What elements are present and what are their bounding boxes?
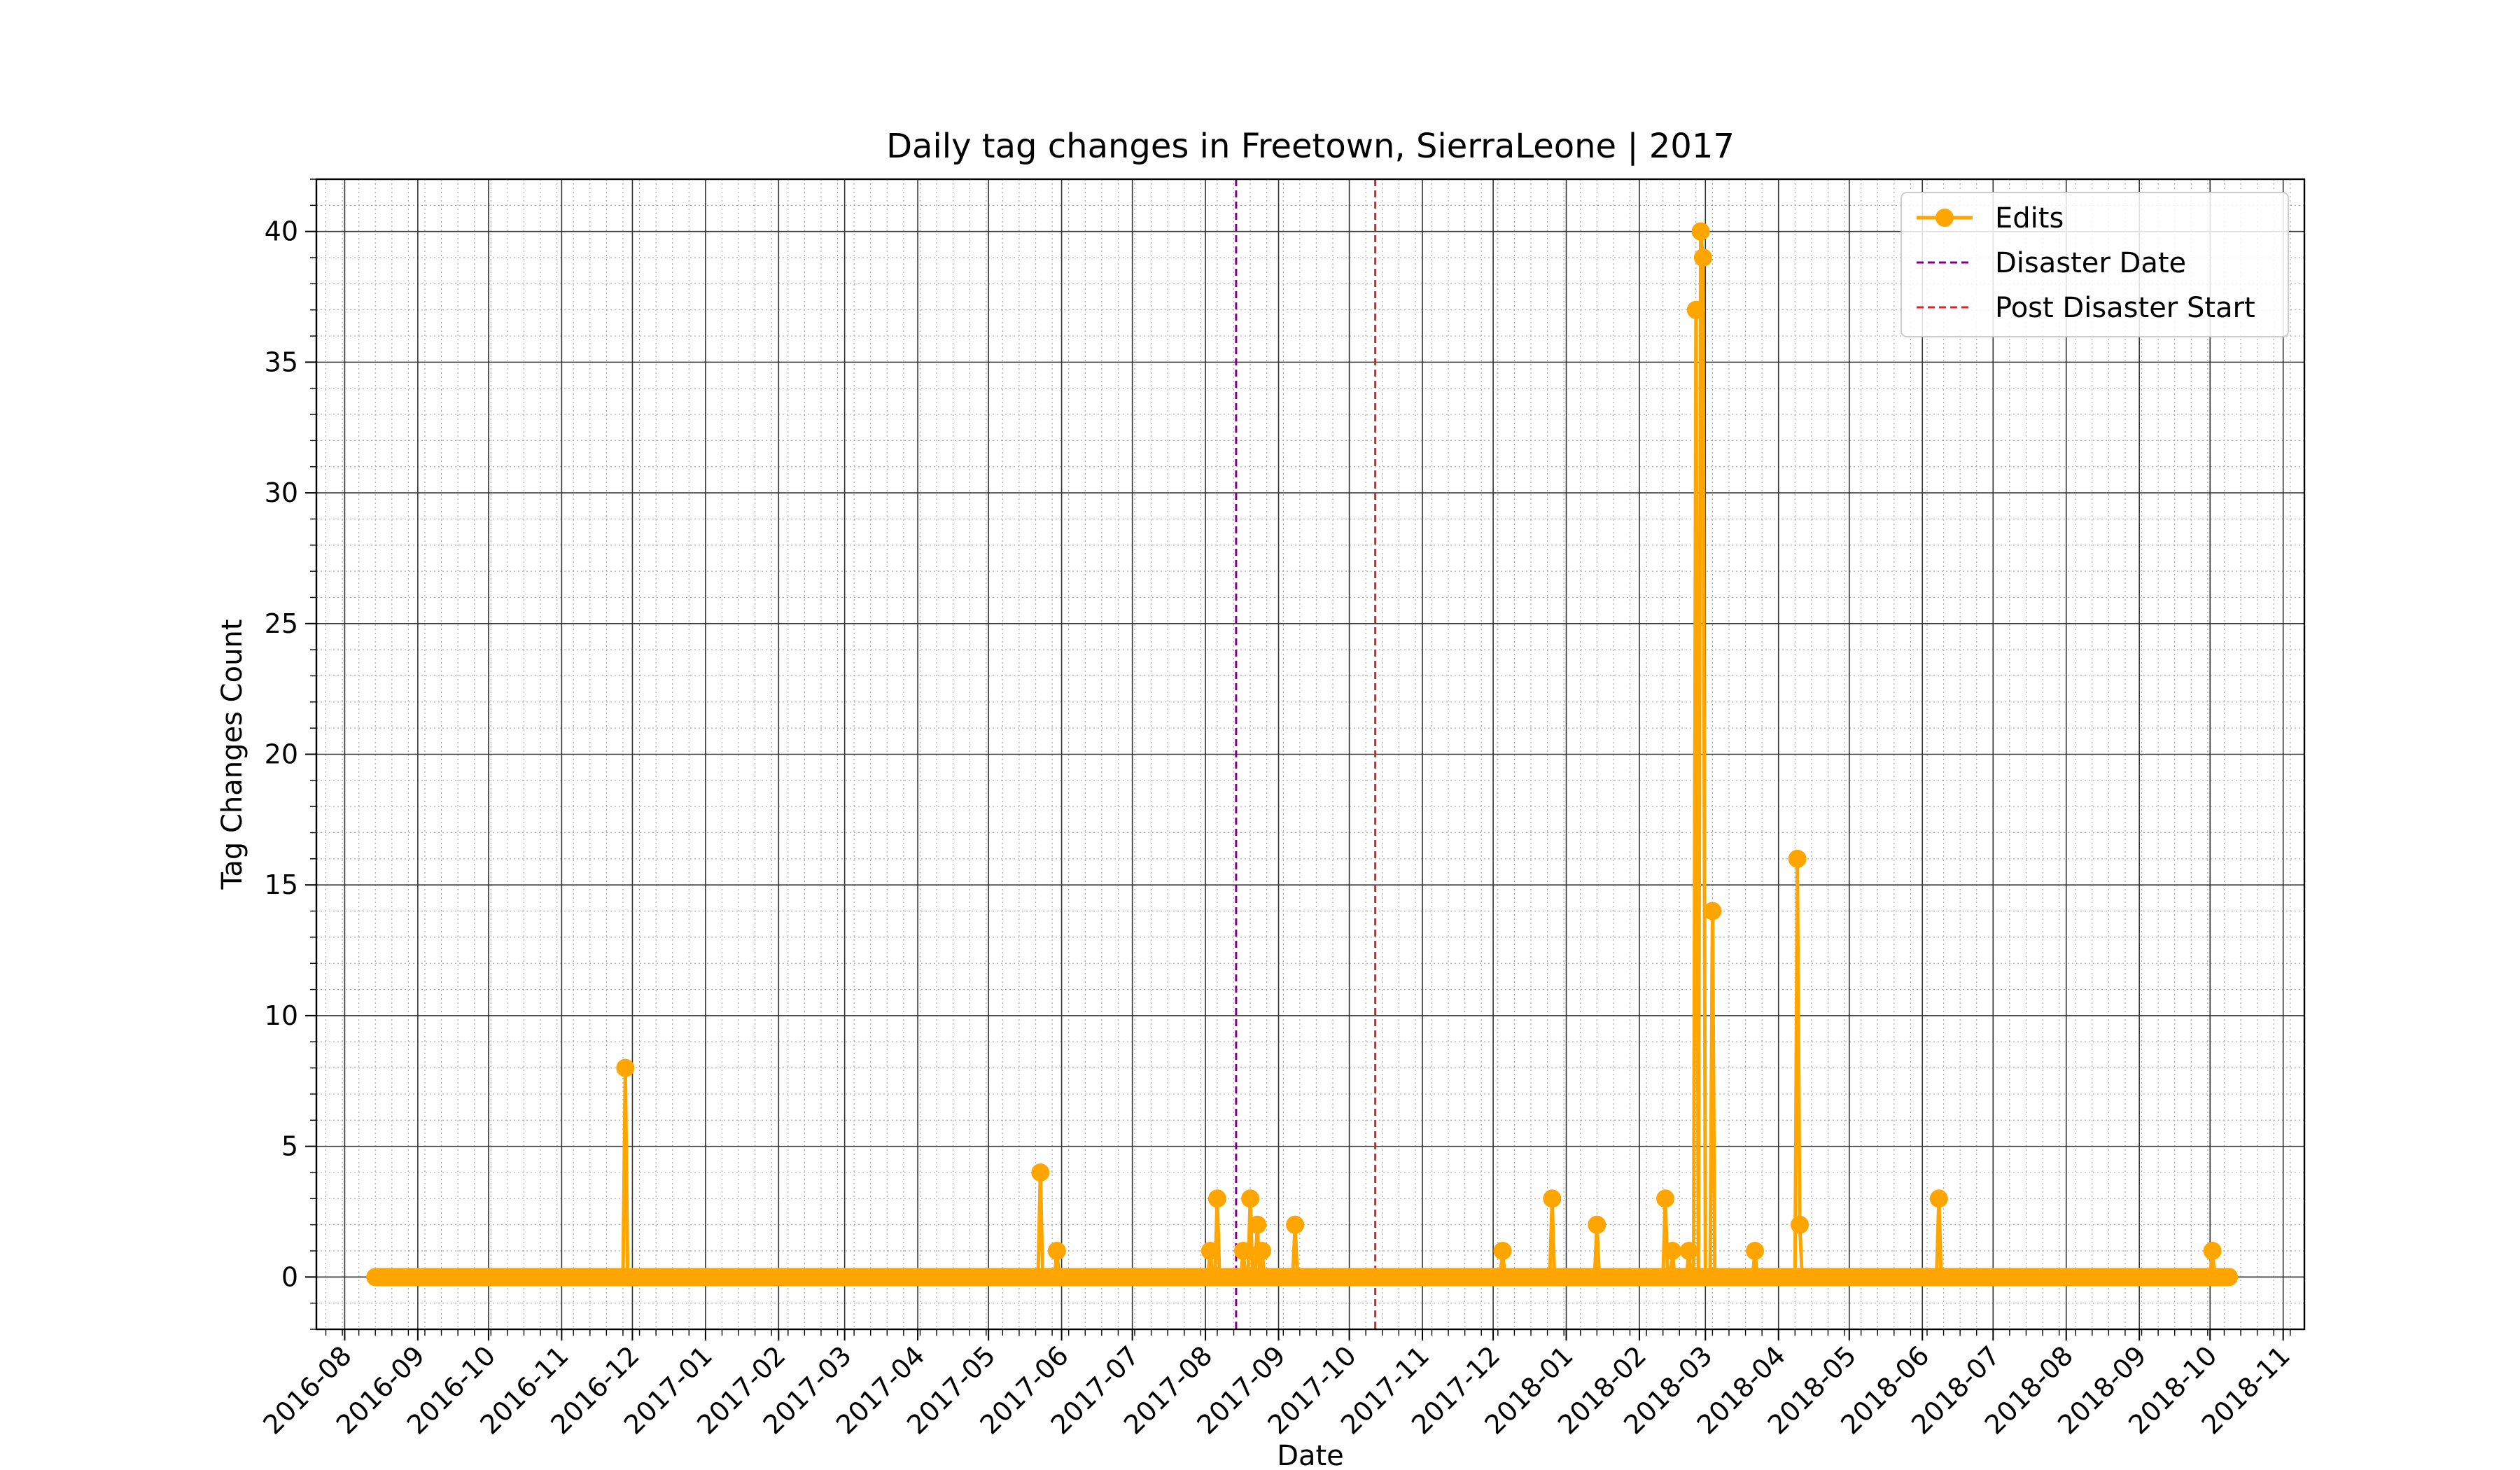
data-point xyxy=(1929,1189,1948,1208)
data-point xyxy=(2203,1241,2222,1260)
y-tick-label: 15 xyxy=(265,869,298,900)
data-point xyxy=(1200,1241,1219,1260)
data-point xyxy=(1679,1241,1698,1260)
data-point xyxy=(1047,1241,1066,1260)
data-point xyxy=(1656,1189,1675,1208)
minor-grid xyxy=(316,178,2304,1330)
data-point xyxy=(1543,1189,1562,1208)
data-point xyxy=(616,1058,635,1077)
y-axis-ticks: 0 5 10 15 20 25 30 35 40 xyxy=(265,178,316,1330)
y-tick-label: 25 xyxy=(265,608,298,639)
y-tick-label: 0 xyxy=(281,1261,298,1292)
data-point xyxy=(1746,1241,1765,1260)
data-point xyxy=(1208,1189,1226,1208)
chart-title: Daily tag changes in Freetown, SierraLeo… xyxy=(886,127,1735,166)
y-tick-label: 30 xyxy=(265,477,298,508)
y-tick-label: 5 xyxy=(281,1131,298,1162)
y-tick-label: 20 xyxy=(265,739,298,770)
y-tick-label: 10 xyxy=(265,1000,298,1031)
data-point xyxy=(1686,300,1705,319)
y-tick-label: 40 xyxy=(265,216,298,247)
data-point xyxy=(1286,1215,1305,1234)
data-point xyxy=(1248,1215,1267,1234)
legend: Edits Disaster Date Post Disaster Start xyxy=(1900,192,2289,337)
data-point xyxy=(1233,1241,1252,1260)
data-point xyxy=(1241,1189,1260,1208)
legend-box xyxy=(1900,192,2289,337)
legend-label-disaster-date: Disaster Date xyxy=(1995,247,2186,279)
data-point xyxy=(1252,1241,1271,1260)
data-point xyxy=(1588,1215,1606,1234)
y-axis-label: Tag Changes Count xyxy=(216,620,248,890)
data-point xyxy=(1703,902,1722,920)
legend-marker-edits xyxy=(1935,209,1954,227)
data-point xyxy=(1693,248,1712,267)
series-layer xyxy=(366,222,2239,1287)
data-point xyxy=(1788,849,1807,868)
x-axis-label: Date xyxy=(1277,1440,1344,1470)
data-point xyxy=(1691,222,1710,241)
legend-label-edits: Edits xyxy=(1995,202,2064,234)
y-tick-label: 35 xyxy=(265,346,298,377)
reference-lines xyxy=(1235,179,1377,1329)
data-point xyxy=(1493,1241,1512,1260)
data-point xyxy=(1031,1163,1050,1182)
major-grid xyxy=(316,179,2304,1329)
legend-label-post-disaster-start: Post Disaster Start xyxy=(1995,292,2255,324)
data-point xyxy=(1663,1241,1682,1260)
data-point xyxy=(1791,1215,1809,1234)
